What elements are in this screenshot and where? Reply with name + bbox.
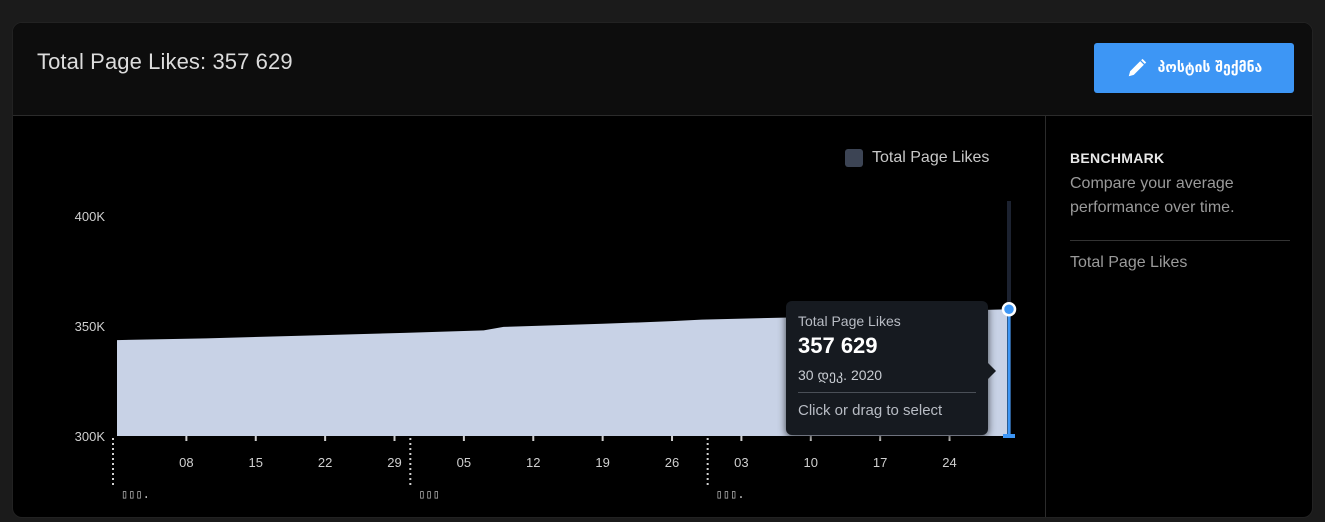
benchmark-description: Compare your average performance over ti…	[1070, 175, 1235, 216]
tooltip-series: Total Page Likes	[798, 313, 901, 329]
tooltip-divider	[798, 392, 976, 393]
legend-swatch	[845, 149, 863, 167]
x-tick-label: 10	[804, 455, 818, 470]
month-marker-label: ▯▯▯.	[121, 487, 150, 501]
y-tick-label: 350K	[75, 319, 106, 334]
tooltip-value: 357 629	[798, 333, 878, 358]
x-tick-label: 26	[665, 455, 679, 470]
x-tick-label: 03	[734, 455, 748, 470]
pencil-icon	[1128, 58, 1146, 77]
month-marker-label: ▯▯▯	[418, 487, 440, 501]
benchmark-panel: BENCHMARK Compare your average performan…	[1046, 116, 1312, 517]
benchmark-title: BENCHMARK	[1070, 150, 1165, 166]
legend-label: Total Page Likes	[872, 149, 990, 166]
card-header: Total Page Likes: 357 629 პოსტის შექმნა	[13, 23, 1312, 116]
chart-legend[interactable]: Total Page Likes	[845, 149, 989, 167]
create-post-button[interactable]: პოსტის შექმნა	[1094, 43, 1294, 93]
y-tick-label: 300K	[75, 429, 106, 444]
highlight-point	[1001, 301, 1017, 317]
x-tick-label: 22	[318, 455, 332, 470]
panel-divider	[1045, 116, 1046, 517]
x-tick-label: 08	[179, 455, 193, 470]
chart-tooltip: Total Page Likes 357 629 30 დეკ. 2020 Cl…	[786, 301, 996, 435]
create-post-label: პოსტის შექმნა	[1157, 60, 1263, 76]
benchmark-divider	[1070, 240, 1290, 241]
chart-area[interactable]: 300K 350K 400K 08 15 22 29 05 12 19 26 03 10 17 24 ▯▯▯.…	[13, 116, 1045, 517]
x-tick-label: 05	[457, 455, 471, 470]
page-likes-card: Total Page Likes: 357 629 პოსტის შექმნა …	[12, 22, 1313, 518]
benchmark-metric[interactable]: Total Page Likes	[1070, 254, 1188, 271]
x-tick-label: 29	[387, 455, 401, 470]
page-title: Total Page Likes: 357 629	[37, 49, 293, 74]
x-tick-label: 12	[526, 455, 540, 470]
x-tick-label: 17	[873, 455, 887, 470]
x-tick-label: 15	[249, 455, 263, 470]
x-tick-label: 24	[942, 455, 956, 470]
tooltip-arrow	[988, 363, 996, 379]
y-tick-label: 400K	[75, 209, 106, 224]
x-tick-label: 19	[595, 455, 609, 470]
month-marker-label: ▯▯▯.	[716, 487, 745, 501]
tooltip-date: 30 დეკ. 2020	[798, 367, 883, 383]
hover-base-marker	[1003, 434, 1015, 438]
tooltip-hint: Click or drag to select	[798, 402, 943, 419]
